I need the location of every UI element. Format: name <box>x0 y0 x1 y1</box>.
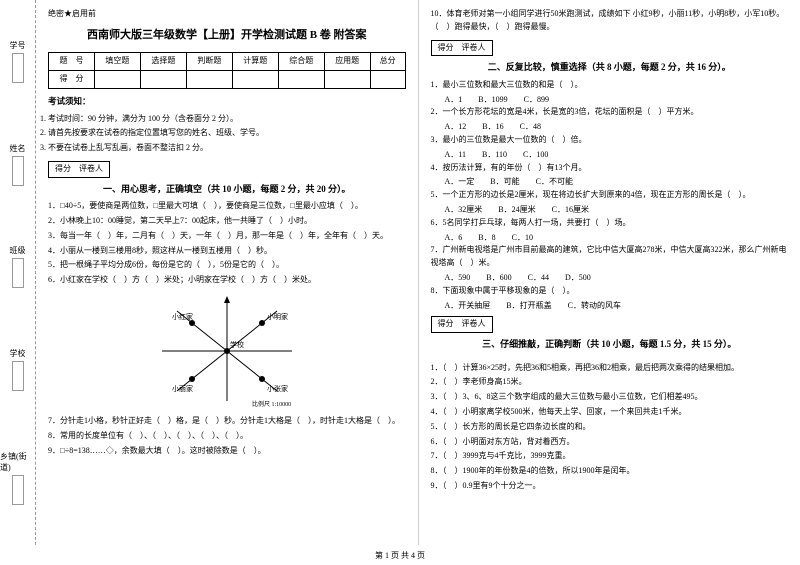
diag-label: 小明家 <box>267 312 288 321</box>
scorebox: 得分 评卷人 <box>431 40 493 57</box>
th: 综合题 <box>278 53 324 71</box>
table-row: 题 号 填空题 选择题 判断题 计算题 综合题 应用题 总分 <box>49 53 406 71</box>
side-field-banji: 班级 <box>10 245 26 256</box>
q2-8-opts: A．开关抽屉 B．打开瓶盖 C．转动的风车 <box>445 300 789 313</box>
td <box>324 71 370 89</box>
side-field-xingming: 姓名 <box>10 143 26 154</box>
q3-5: 5．（ ）长方形的周长是它四条边长度的和。 <box>431 421 789 434</box>
q2-4-opts: A．一定 B．可能 C．不可能 <box>445 176 789 189</box>
section1-heading: 一、用心思考，正确填空（共 10 小题，每题 2 分，共 20 分）。 <box>48 182 406 196</box>
q1-8: 8．常用的长度单位有（ ）、（ ）、（ ）、（ ）、（ ）。 <box>48 430 406 443</box>
td: 得 分 <box>49 71 95 89</box>
notice-list: 考试时间：90 分钟，满分为 100 分（含卷面分 2 分）。 请首先按要求在试… <box>48 113 406 155</box>
td <box>186 71 232 89</box>
side-field-xuehao: 学号 <box>10 40 26 51</box>
q1-2: 2．小林晚上10：00睡觉，第二天早上7：00起床，他一共睡了（ ）小时。 <box>48 215 406 228</box>
side-box <box>12 361 24 391</box>
th: 判断题 <box>186 53 232 71</box>
side-box <box>12 475 24 505</box>
q2-8: 8．下面现象中属于平移现象的是（ ）。 <box>431 285 789 298</box>
right-column: 10．体育老师对第一小组同学进行50米跑测试，成绩如下 小红9秒，小丽11秒，小… <box>419 0 800 545</box>
section3-heading: 三、仔细推敲，正确判断（共 10 小题，每题 1.5 分，共 15 分）。 <box>431 337 789 351</box>
side-box <box>12 258 24 288</box>
notice-item: 不要在试卷上乱写乱画，卷面不整洁扣 2 分。 <box>48 142 406 155</box>
q2-2-opts: A．12 B．16 C．48 <box>445 121 789 134</box>
q2-7: 7．广州新电视塔是广州市目前最高的建筑，它比中信大厦高278米，中信大厦高322… <box>431 244 789 270</box>
q1-4: 4．小丽从一楼到三楼用8秒，照这样从一楼到五楼用（ ）秒。 <box>48 245 406 258</box>
q3-2: 2．（ ）李老师身高15米。 <box>431 376 789 389</box>
diag-label: 小红家 <box>172 312 193 321</box>
q1-3: 3．每当一年（ ）年，二月有（ ）天，一年（ ）月，那一年是（ ）年，全年有（ … <box>48 230 406 243</box>
q1-10: 10．体育老师对第一小组同学进行50米跑测试，成绩如下 小红9秒，小丽11秒，小… <box>431 8 789 34</box>
q3-9: 9．（ ）0.9里有9个十分之一。 <box>431 480 789 493</box>
secret-label: 绝密★启用前 <box>48 8 406 21</box>
score-table: 题 号 填空题 选择题 判断题 计算题 综合题 应用题 总分 得 分 <box>48 52 406 89</box>
diag-label: 小丽家 <box>172 384 193 393</box>
binding-sidebar: 学号 姓名 班级 学校 乡镇(街道) <box>0 0 36 545</box>
q2-3: 3．最小的三位数是最大一位数的（ ）倍。 <box>431 134 789 147</box>
q1-9: 9．□÷8=138……◇，余数最大填（ ）。这时被除数是（ ）。 <box>48 445 406 458</box>
table-row: 得 分 <box>49 71 406 89</box>
td <box>232 71 278 89</box>
q2-4: 4．按历法计算，有的年份（ ）有13个月。 <box>431 162 789 175</box>
q2-2: 2．一个长方形花坛的宽是4米，长是宽的3倍，花坛的面积是（ ）平方米。 <box>431 106 789 119</box>
notice-heading: 考试须知： <box>48 95 406 109</box>
diag-label: 学校 <box>230 340 244 349</box>
td <box>94 71 140 89</box>
side-field-xiangzhen: 乡镇(街道) <box>0 451 35 473</box>
q3-6: 6．（ ）小明面对东方站，背对着西方。 <box>431 436 789 449</box>
q3-3: 3．（ ）3、6、8这三个数字组成的最大三位数与最小三位数，它们相差495。 <box>431 391 789 404</box>
q2-7-opts: A．590 B．600 C．44 D．500 <box>445 272 789 285</box>
td <box>278 71 324 89</box>
th: 填空题 <box>94 53 140 71</box>
th: 选择题 <box>140 53 186 71</box>
q1-7: 7．分针走1小格，秒针正好走（ ）格，是（ ）秒。分针走1大格是（ ），时针走1… <box>48 415 406 428</box>
q2-3-opts: A．11 B．110 C．100 <box>445 149 789 162</box>
q1-1: 1．□40÷5，要使商是两位数，□里最大可填（ ），要使商是三位数，□里最小应填… <box>48 200 406 213</box>
q2-6-opts: A．6 B．8 C．10 <box>445 232 789 245</box>
q3-8: 8．（ ）1900年的年份数是4的倍数，所以1900年是闰年。 <box>431 465 789 478</box>
th: 题 号 <box>49 53 95 71</box>
q2-1-opts: A．1 B．1099 C．899 <box>445 94 789 107</box>
q2-5: 5．一个正方形的边长是2厘米，现在将边长扩大到原来的4倍，现在正方形的周长是（ … <box>431 189 789 202</box>
th: 总分 <box>370 53 405 71</box>
section2-heading: 二、反复比较，慎重选择（共 8 小题，每题 2 分，共 16 分）。 <box>431 60 789 74</box>
side-field-xuexiao: 学校 <box>10 348 26 359</box>
side-box <box>12 156 24 186</box>
diag-scale: 比例尺 1:10000 <box>252 400 291 408</box>
notice-item: 考试时间：90 分钟，满分为 100 分（含卷面分 2 分）。 <box>48 113 406 126</box>
direction-diagram: 小红家 小明家 小丽家 小张家 学校 比例尺 1:10000 <box>142 291 312 411</box>
q2-5-opts: A．32厘米 B．24厘米 C．16厘米 <box>445 204 789 217</box>
notice-item: 请首先按要求在试卷的指定位置填写您的姓名、班级、学号。 <box>48 127 406 140</box>
th: 计算题 <box>232 53 278 71</box>
left-column: 绝密★启用前 西南师大版三年级数学【上册】开学检测试题 B 卷 附答案 题 号 … <box>36 0 419 545</box>
td <box>140 71 186 89</box>
paper-title: 西南师大版三年级数学【上册】开学检测试题 B 卷 附答案 <box>48 27 406 45</box>
q3-4: 4．（ ）小明家离学校500米，他每天上学、回家，一个来回共走1千米。 <box>431 406 789 419</box>
q1-6: 6．小红家在学校（ ）方（ ）米处；小明家在学校（ ）方（ ）米处。 <box>48 274 406 287</box>
th: 应用题 <box>324 53 370 71</box>
td <box>370 71 405 89</box>
side-box <box>12 53 24 83</box>
q3-7: 7．（ ）3999克与4千克比，3999克重。 <box>431 450 789 463</box>
scorebox: 得分 评卷人 <box>48 161 110 178</box>
q2-1: 1．最小三位数和最大三位数的和是（ ）。 <box>431 79 789 92</box>
q2-6: 6．5名同学打乒乓球，每两人打一场，共要打（ ）场。 <box>431 217 789 230</box>
page-footer: 第 1 页 共 4 页 <box>0 550 800 561</box>
q1-5: 5．把一根绳子平均分成6份，每份是它的（ ），5份是它的（ ）。 <box>48 259 406 272</box>
diag-label: 小张家 <box>267 384 288 393</box>
scorebox: 得分 评卷人 <box>431 316 493 333</box>
q3-1: 1．（ ）计算36×25时，先把36和5相乘，再把36和2相乘，最后把两次乘得的… <box>431 362 789 375</box>
